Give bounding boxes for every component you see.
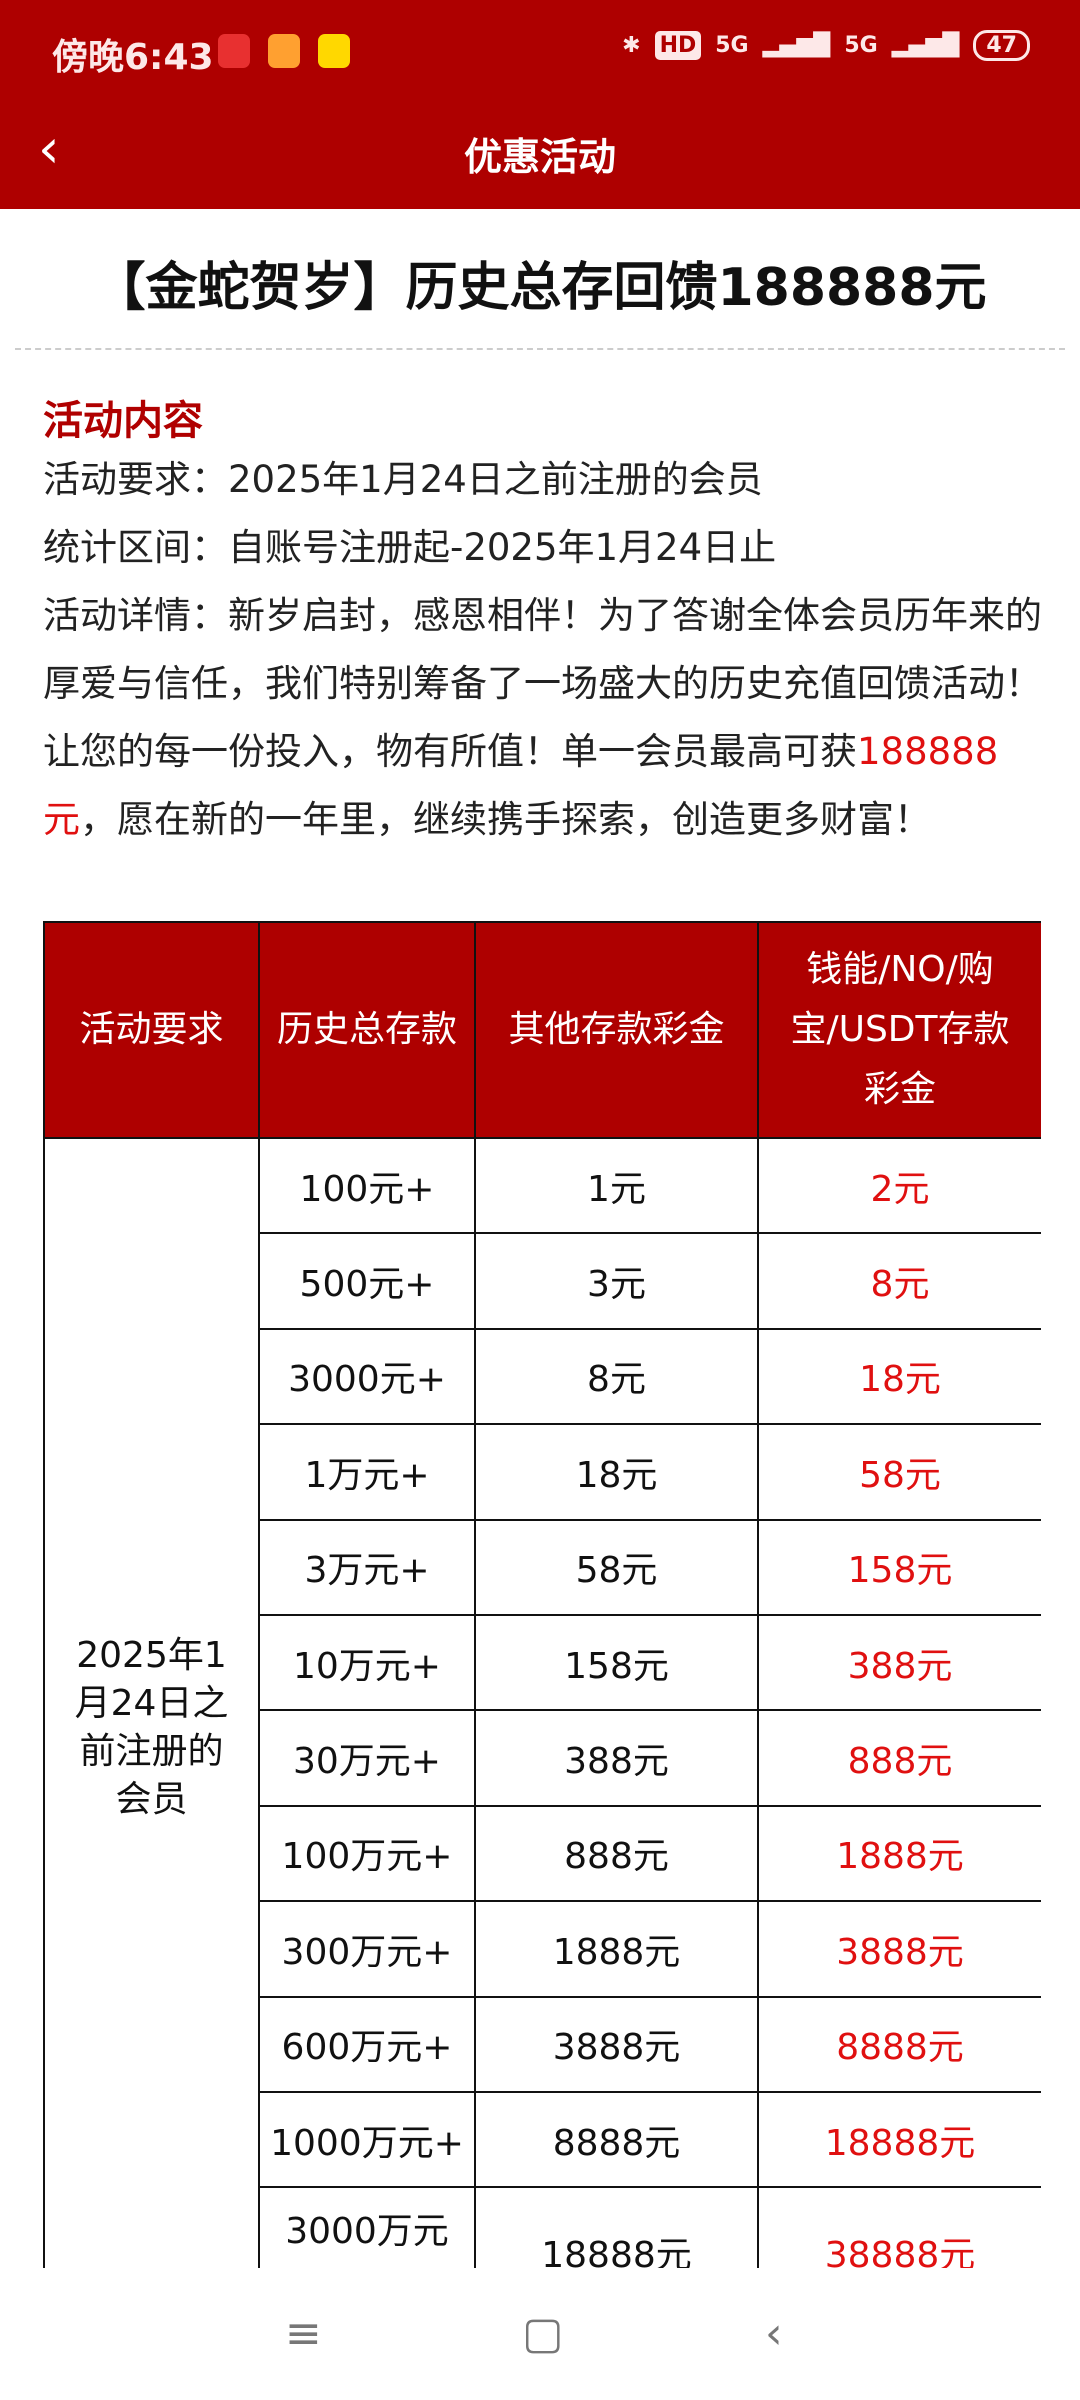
back-button[interactable]: ‹ — [38, 117, 60, 180]
back-nav-icon[interactable]: ‹ — [765, 2308, 783, 2359]
other-bonus-cell: 18元 — [474, 1423, 759, 1521]
deposit-cell: 1000万元+ — [258, 2090, 476, 2189]
news-app-icon — [218, 34, 250, 68]
other-bonus-cell: 8888元 — [474, 2090, 759, 2189]
menu-icon[interactable]: ≡ — [285, 2308, 322, 2359]
special-bonus-cell: 2元 — [757, 1136, 1041, 1235]
deposit-cell: 10万元+ — [258, 1613, 476, 1712]
other-bonus-cell: 388元 — [474, 1709, 759, 1807]
deposit-cell: 30万元+ — [258, 1709, 476, 1807]
bonus-table: 活动要求 历史总存款 其他存款彩金 钱能/NO/购宝/USDT存款彩金 2025… — [43, 921, 1041, 2268]
special-bonus-cell: 158元 — [757, 1518, 1041, 1616]
table-row: 30万元+ 388元 888元 — [44, 1709, 1041, 1807]
details-part: 活动详情：新岁启封，感恩相伴！为了答谢全体会员历年来的厚爱与信任，我们特别筹备了… — [43, 594, 1042, 773]
other-bonus-cell: 58元 — [474, 1518, 759, 1616]
section-title: 活动内容 — [43, 398, 203, 444]
other-bonus-cell: 1888元 — [474, 1900, 759, 1998]
special-bonus-cell: 18元 — [757, 1327, 1041, 1426]
special-bonus-cell: 38888元 — [757, 2186, 1041, 2268]
table-row: 100万元+ 888元 1888元 — [44, 1804, 1041, 1903]
other-bonus-cell: 3888元 — [474, 1995, 759, 2093]
header-cell: 其他存款彩金 — [474, 921, 759, 1139]
deposit-cell: 3万元+ — [258, 1518, 476, 1616]
status-bar: 傍晚6:43 ✱ HD 5G ▂▄▆█ 5G ▂▄▆█ 47 — [0, 0, 1080, 100]
special-bonus-cell: 18888元 — [757, 2090, 1041, 2189]
special-bonus-cell: 58元 — [757, 1423, 1041, 1521]
hd-icon: HD — [654, 31, 702, 60]
table-row: 500元+ 3元 8元 — [44, 1232, 1041, 1330]
special-bonus-cell: 1888元 — [757, 1804, 1041, 1903]
header-title: 优惠活动 — [463, 135, 616, 179]
table-row: 300万元+ 1888元 3888元 — [44, 1900, 1041, 1998]
deposit-cell: 300万元+ — [258, 1900, 476, 1998]
clock: 傍晚6:43 — [52, 37, 214, 78]
divider — [15, 348, 1065, 350]
game-app-icon — [318, 34, 350, 68]
period-text: 统计区间：自账号注册起-2025年1月24日止 — [43, 526, 777, 569]
table-row: 10万元+ 158元 388元 — [44, 1613, 1041, 1712]
home-icon[interactable]: ▢ — [522, 2308, 564, 2359]
page-title: 【金蛇贺岁】历史总存回馈188888元 — [93, 258, 987, 318]
deposit-cell: 600万元+ — [258, 1995, 476, 2093]
other-bonus-cell: 3元 — [474, 1232, 759, 1330]
other-bonus-cell: 1元 — [474, 1136, 759, 1235]
details-part: ，愿在新的一年里，继续携手探索，创造更多财富！ — [80, 798, 931, 841]
special-bonus-cell: 888元 — [757, 1709, 1041, 1807]
special-bonus-cell: 8元 — [757, 1232, 1041, 1330]
max-bonus: 188888元 — [43, 730, 999, 841]
table-row: 3万元+ 58元 158元 — [44, 1518, 1041, 1616]
signal-bars-icon: ▂▄▆█ — [891, 33, 960, 58]
header-cell: 历史总存款 — [258, 921, 476, 1139]
header-cell: 活动要求 — [43, 921, 260, 1139]
table-row: 2025年1月24日之前注册的会员 100元+ 1元 2元 — [43, 1136, 1041, 2268]
other-bonus-cell: 158元 — [474, 1613, 759, 1712]
signal-icon: 5G — [844, 33, 878, 58]
header-cell: 钱能/NO/购宝/USDT存款彩金 — [757, 921, 1041, 1139]
deposit-cell: 500元+ — [258, 1232, 476, 1330]
deposit-cell: 3000元+ — [258, 1327, 476, 1426]
table-row: 1000万元+ 8888元 18888元 — [44, 2090, 1041, 2189]
bluetooth-icon: ✱ — [622, 33, 641, 58]
table-row: 3000万元 18888元 38888元 — [44, 2186, 1041, 2268]
other-bonus-cell: 888元 — [474, 1804, 759, 1903]
deposit-cell: 100万元+ — [258, 1804, 476, 1903]
table-row: 600万元+ 3888元 8888元 — [44, 1995, 1041, 2093]
notes-app-icon — [268, 34, 300, 68]
deposit-cell: 3000万元 — [258, 2186, 476, 2268]
signal-bars-icon: ▂▄▆█ — [762, 33, 831, 58]
details-text: 活动详情：新岁启封，感恩相伴！为了答谢全体会员历年来的厚爱与信任，我们特别筹备了… — [43, 582, 1043, 854]
other-bonus-cell: 18888元 — [474, 2186, 759, 2268]
special-bonus-cell: 3888元 — [757, 1900, 1041, 1998]
activity-content: 活动要求：2025年1月24日之前注册的会员 统计区间：自账号注册起-2025年… — [43, 446, 1043, 854]
navigation-bar: ≡ ▢ ‹ — [0, 2268, 1080, 2400]
other-bonus-cell: 8元 — [474, 1327, 759, 1426]
app-header: ‹ 优惠活动 — [0, 100, 1080, 209]
deposit-cell: 1万元+ — [258, 1423, 476, 1521]
special-bonus-cell: 8888元 — [757, 1995, 1041, 2093]
special-bonus-cell: 388元 — [757, 1613, 1041, 1712]
deposit-cell: 100元+ — [258, 1136, 476, 1235]
signal-icon: 5G — [715, 33, 749, 58]
requirement-cell: 2025年1月24日之前注册的会员 — [43, 1136, 260, 2268]
table-row: 3000元+ 8元 18元 — [44, 1327, 1041, 1426]
battery-icon: 47 — [973, 30, 1030, 61]
table-row: 1万元+ 18元 58元 — [44, 1423, 1041, 1521]
requirement-text: 活动要求：2025年1月24日之前注册的会员 — [43, 458, 763, 501]
